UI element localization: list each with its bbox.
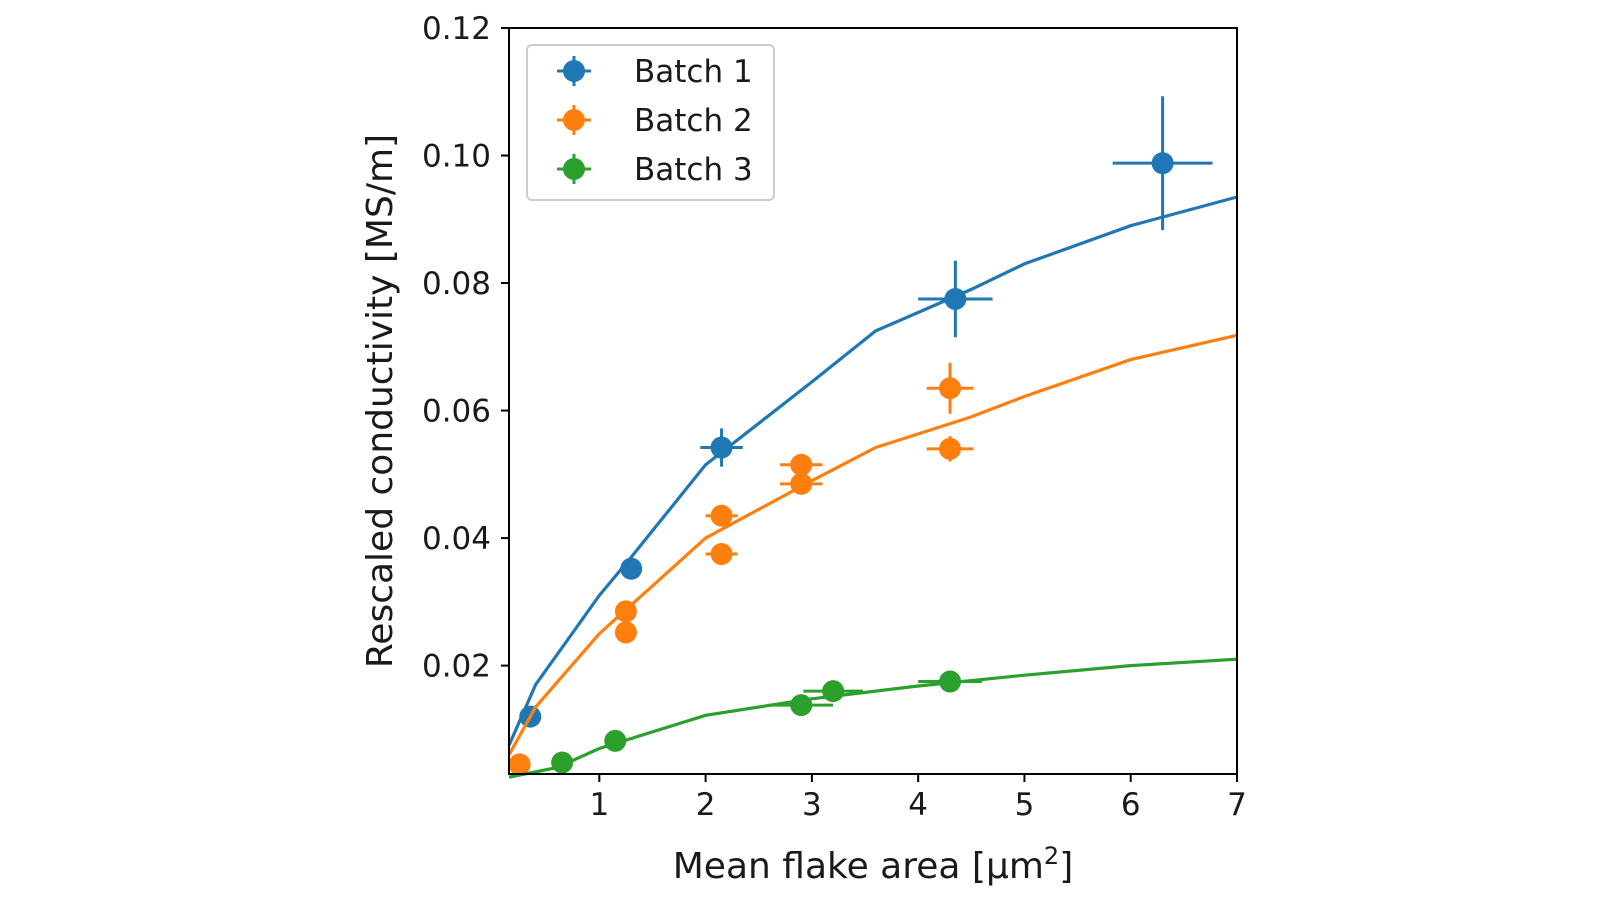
x-axis-label-close: ] [1059,846,1073,887]
fit-line-batch-3 [508,657,1238,779]
y-tick-label: 0.10 [422,139,491,175]
x-tick-label: 6 [1121,787,1141,823]
y-axis-label: Rescaled conductivity [MS/m] [360,134,401,668]
data-point-batch-1 [710,436,733,459]
x-axis: 1 2 3 4 5 6 7 [589,774,1247,823]
y-tick-label: 0.04 [422,521,491,557]
x-tick-label: 1 [589,787,609,823]
data-point-batch-2 [710,543,733,566]
y-tick-label: 0.06 [422,394,491,430]
x-tick-label: 3 [802,787,822,823]
data-point-batch-2 [939,377,962,400]
x-tick-label: 4 [908,787,928,823]
y-axis: 0.02 0.04 0.06 0.08 0.10 0.12 [422,11,509,685]
legend-marker-batch-1 [563,60,585,82]
plot-area [507,96,1238,779]
data-point-batch-1 [620,557,643,580]
data-point-batch-1 [944,287,967,310]
data-point-batch-2 [614,600,637,623]
legend-label-batch-1: Batch 1 [634,54,753,90]
data-point-batch-1 [1151,152,1174,175]
fit-line-batch-2 [507,333,1238,756]
legend-label-batch-3: Batch 3 [634,152,753,188]
x-axis-label-superscript: 2 [1044,842,1059,870]
data-point-batch-3 [822,680,845,703]
y-tick-label: 0.08 [422,266,491,302]
x-tick-label: 2 [696,787,716,823]
data-point-batch-3 [551,751,574,774]
data-point-batch-3 [790,694,813,717]
data-point-batch-2 [508,753,531,776]
y-tick-label: 0.12 [422,11,491,47]
data-point-batch-2 [790,472,813,495]
data-point-batch-2 [790,453,813,476]
x-axis-label-text: Mean flake area [μm [673,846,1044,887]
x-tick-label: 5 [1015,787,1035,823]
data-point-batch-2 [614,621,637,644]
plot-frame [508,27,1238,775]
legend-box [526,44,775,201]
legend: Batch 1 Batch 2 Batch 3 [526,44,775,201]
data-point-batch-3 [939,670,962,693]
data-point-batch-2 [939,437,962,460]
x-axis-label: Mean flake area [μm2] [673,842,1074,887]
legend-label-batch-2: Batch 2 [634,103,753,139]
legend-marker-batch-2 [563,109,585,131]
data-point-batch-3 [604,729,627,752]
y-tick-label: 0.02 [422,649,491,685]
legend-marker-batch-3 [563,158,585,180]
fit-line-batch-1 [507,195,1238,746]
x-tick-label: 7 [1227,787,1247,823]
data-point-batch-2 [710,504,733,527]
